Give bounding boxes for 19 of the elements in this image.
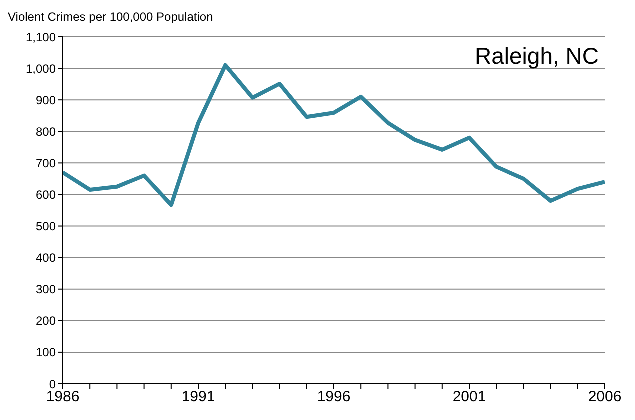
x-tick-label: 1991 [182, 388, 216, 406]
y-tick-label: 200 [36, 314, 56, 328]
x-tick-label: 1986 [46, 388, 80, 406]
y-tick-label: 400 [36, 251, 56, 266]
y-tick-label: 500 [36, 220, 56, 234]
annotation: Raleigh, NC [475, 43, 599, 70]
x-tick-label: 1996 [317, 388, 351, 406]
y-tick-label: 900 [36, 93, 56, 108]
y-tick-label: 700 [36, 156, 56, 170]
y-tick-label: 1,100 [26, 30, 56, 44]
y-tick-label: 600 [36, 188, 56, 202]
y-tick-label: 800 [36, 124, 56, 139]
y-tick-label: 300 [36, 282, 56, 297]
y-tick-label: 1,000 [26, 62, 56, 76]
y-axis-title: Violent Crimes per 100,000 Population [8, 10, 214, 24]
x-tick-label: 2006 [588, 388, 622, 406]
x-tick-label: 2001 [452, 388, 486, 406]
y-tick-label: 100 [36, 346, 56, 360]
y-tick-label: 0 [49, 377, 56, 392]
